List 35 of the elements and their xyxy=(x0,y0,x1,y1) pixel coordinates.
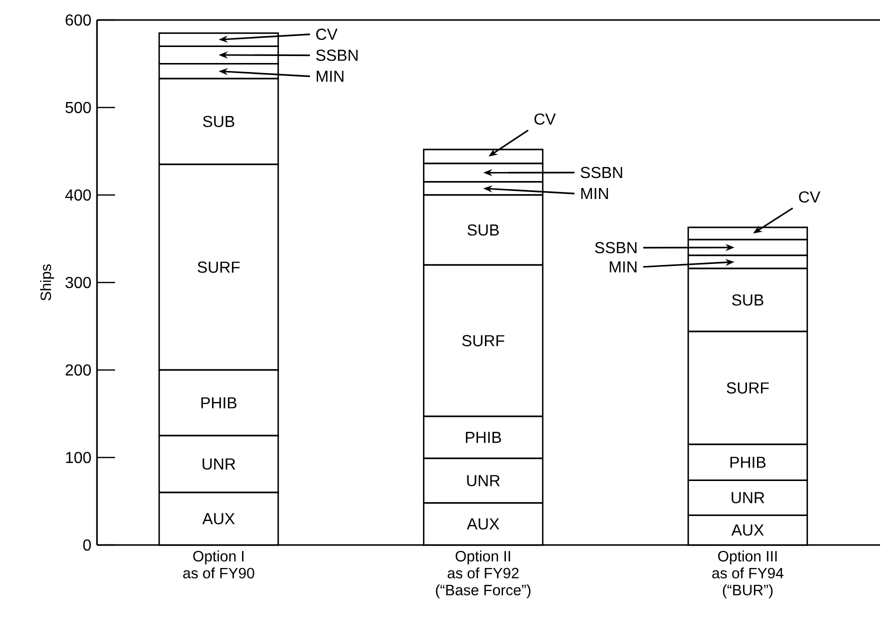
y-tick-label: 100 xyxy=(66,452,91,464)
text: UNR xyxy=(467,475,500,486)
text: CV xyxy=(534,113,556,125)
x-tick-label: Option I as of FY90 xyxy=(183,550,254,578)
text: MIN xyxy=(316,70,344,82)
text: SURF xyxy=(726,382,769,394)
text: AUX xyxy=(466,518,500,530)
series-label: PHIB xyxy=(730,456,766,468)
y-tick-label: 500 xyxy=(66,102,91,114)
text: PHIB xyxy=(201,397,236,408)
text: AUX xyxy=(202,513,235,524)
text: MIN xyxy=(581,188,608,200)
text: MIN xyxy=(610,261,636,272)
series-label: AUX xyxy=(731,524,764,536)
series-label: CV xyxy=(799,191,820,203)
y-tick-label: 400 xyxy=(65,189,91,201)
text: SURF xyxy=(462,335,504,346)
text: UNR xyxy=(202,458,236,470)
y-tick-label: 0 xyxy=(83,539,91,551)
series-label: SURF xyxy=(198,262,240,273)
text: CV xyxy=(316,28,338,40)
x-tick-label: Option III as of FY94 (“BUR”) xyxy=(712,550,784,598)
y-axis-title: Ships xyxy=(40,264,54,301)
x-tick-label: Option II as of FY92 (“Base Force”) xyxy=(436,550,530,598)
y-tick-label: 200 xyxy=(66,364,91,376)
y-tick-label: 600 xyxy=(66,14,91,26)
y-tick-label: 300 xyxy=(66,276,91,288)
text: SUB xyxy=(468,224,499,236)
text: SSBN xyxy=(316,50,358,61)
text: SSBN xyxy=(580,166,622,178)
series-label: SUB xyxy=(732,294,764,306)
text: SSBN xyxy=(595,242,636,254)
text: PHIB xyxy=(466,432,501,443)
series-label: UNR xyxy=(732,492,764,504)
text: SUB xyxy=(203,116,234,128)
